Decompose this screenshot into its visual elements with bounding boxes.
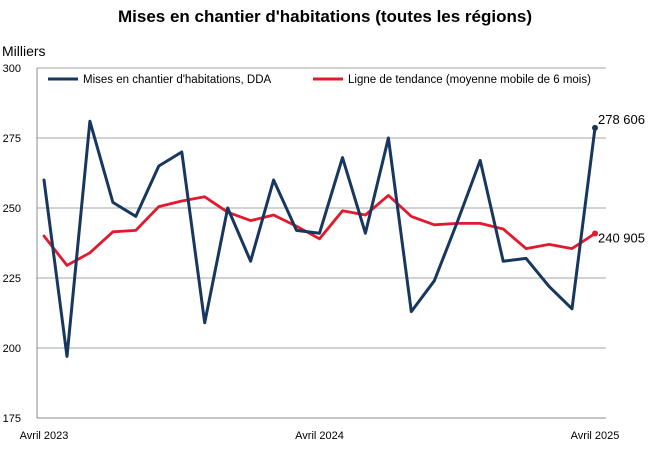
legend-label: Mises en chantier d'habitations, DDA bbox=[83, 74, 272, 86]
x-tick-label: Avril 2024 bbox=[295, 430, 344, 442]
y-tick-label: 200 bbox=[3, 343, 21, 355]
y-axis-unit-label: Milliers bbox=[2, 43, 46, 59]
x-tick-label: Avril 2025 bbox=[571, 430, 620, 442]
y-tick-label: 250 bbox=[3, 203, 21, 215]
y-tick-label: 225 bbox=[3, 273, 21, 285]
gridlines bbox=[37, 67, 606, 349]
end-value-label: 278 606 bbox=[598, 112, 645, 127]
series-lines bbox=[42, 119, 598, 358]
series-line-trend bbox=[42, 193, 597, 267]
end-point-marker bbox=[592, 124, 598, 131]
end-value-label: 240 905 bbox=[598, 230, 645, 245]
y-tick-label: 300 bbox=[3, 63, 21, 75]
series-line-starts bbox=[42, 119, 597, 358]
tick-labels: 175 200 225 250 275 300 Avril 2023 Avril 2024 Av… bbox=[3, 63, 645, 442]
legend: Mises en chantier d'habitations, DDA Lign… bbox=[48, 74, 591, 86]
y-tick-label: 175 bbox=[3, 413, 21, 425]
end-point-marker bbox=[592, 230, 598, 237]
chart-title: Mises en chantier d'habitations (toutes … bbox=[118, 7, 532, 26]
axes bbox=[36, 68, 606, 419]
legend-label: Ligne de tendance (moyenne mobile de 6 m… bbox=[348, 74, 591, 86]
x-tick-label: Avril 2023 bbox=[20, 430, 69, 442]
y-tick-label: 275 bbox=[3, 133, 21, 145]
